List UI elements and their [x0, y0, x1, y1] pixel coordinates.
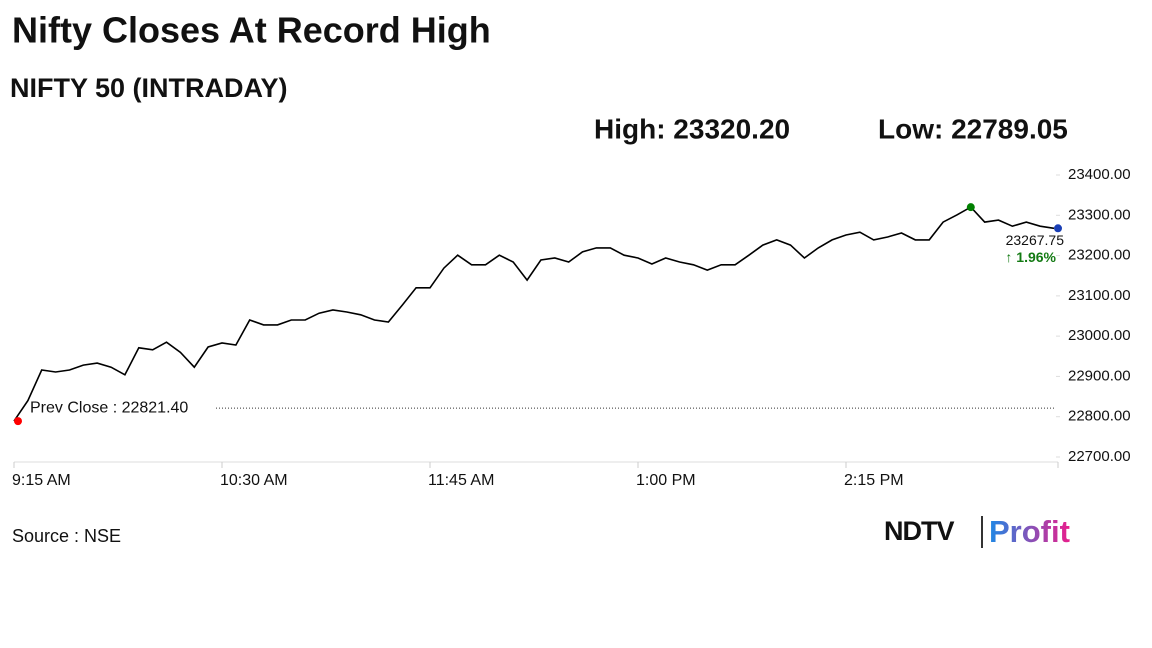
low-dot	[14, 417, 22, 426]
source: Source : NSE	[12, 526, 121, 546]
x-tick-label: 11:45 AM	[428, 472, 494, 489]
last-label: 23267.75	[1006, 232, 1065, 248]
y-tick-label: 23100.00	[1068, 287, 1131, 304]
x-tick-label: 1:00 PM	[636, 472, 696, 489]
chart-title: Nifty Closes At Record High	[12, 10, 491, 51]
logo-product: Profit	[989, 514, 1070, 549]
y-tick-label: 22900.00	[1068, 367, 1131, 384]
low-label: Low: 22789.05	[878, 113, 1068, 144]
y-tick-label: 23400.00	[1068, 166, 1131, 183]
x-tick-label: 10:30 AM	[220, 472, 288, 489]
y-tick-label: 22700.00	[1068, 448, 1131, 465]
x-tick-label: 9:15 AM	[12, 472, 71, 489]
y-tick-label: 23300.00	[1068, 206, 1131, 223]
high-dot	[966, 203, 975, 212]
last-dot	[1054, 224, 1062, 233]
x-tick-label: 2:15 PM	[844, 472, 904, 489]
chart-subtitle: NIFTY 50 (INTRADAY)	[10, 73, 288, 103]
logo-brand: NDTV	[884, 516, 954, 546]
y-tick-label: 22800.00	[1068, 408, 1131, 425]
price-line	[13, 206, 1055, 422]
change-label: ↑ 1.96%	[1005, 249, 1056, 265]
high-label: High: 23320.20	[594, 113, 790, 144]
prev-close-label: Prev Close : 22821.40	[30, 399, 188, 416]
y-tick-label: 23000.00	[1068, 327, 1131, 344]
y-tick-label: 23200.00	[1068, 247, 1131, 264]
